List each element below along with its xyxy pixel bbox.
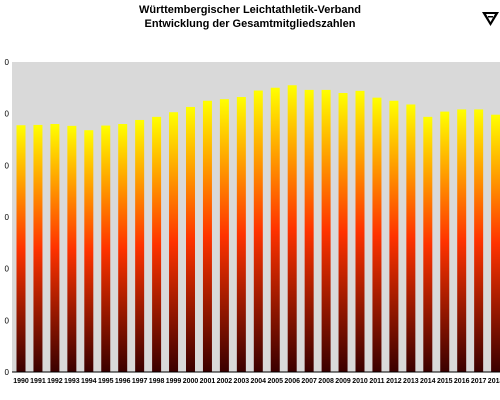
bar-2014	[423, 116, 433, 373]
bar-1994	[84, 130, 94, 372]
bar-1993	[67, 125, 77, 372]
chart-title: Württembergischer Leichtathletik-Verband	[139, 4, 361, 16]
x-tick-label-2015: 2015	[437, 378, 453, 385]
x-tick-label-2013: 2013	[403, 378, 419, 385]
x-tick-label-1990: 1990	[13, 378, 29, 385]
bar-2003	[236, 97, 246, 372]
bar-2010	[355, 90, 365, 372]
bar-2005	[270, 87, 280, 372]
bar-1997	[135, 119, 145, 372]
y-tick-label: 0	[5, 316, 10, 325]
bar-2017	[474, 109, 484, 373]
y-tick-label: 0	[5, 161, 10, 170]
x-tick-label-2012: 2012	[386, 378, 402, 385]
x-tick-label-1999: 1999	[166, 378, 182, 385]
x-tick-label-2004: 2004	[251, 378, 267, 385]
bar-1998	[152, 116, 162, 373]
x-tick-label-1997: 1997	[132, 378, 148, 385]
x-tick-label-2018: 2018	[488, 378, 500, 385]
x-tick-label-2016: 2016	[454, 378, 470, 385]
x-tick-label-2008: 2008	[318, 378, 334, 385]
y-tick-label: 0	[5, 368, 10, 377]
bar-2007	[304, 89, 314, 373]
x-tick-label-2010: 2010	[352, 378, 368, 385]
bar-2012	[389, 100, 399, 372]
x-tick-label-2009: 2009	[335, 378, 351, 385]
bar-2006	[287, 85, 297, 372]
x-tick-label-2007: 2007	[301, 378, 317, 385]
x-tick-label-1991: 1991	[30, 378, 46, 385]
x-tick-label-2001: 2001	[200, 378, 216, 385]
x-tick-label-2005: 2005	[267, 378, 283, 385]
bar-2018	[491, 114, 500, 372]
bar-2008	[321, 89, 331, 373]
x-tick-label-1994: 1994	[81, 378, 97, 385]
x-tick-label-1992: 1992	[47, 378, 63, 385]
x-tick-label-1996: 1996	[115, 378, 131, 385]
bar-2016	[457, 109, 467, 373]
bar-2013	[406, 104, 416, 372]
y-tick-label: 0	[5, 58, 10, 67]
x-tick-label-2002: 2002	[217, 378, 233, 385]
y-tick-label: 0	[5, 213, 10, 222]
x-tick-label-2003: 2003	[234, 378, 250, 385]
bar-1991	[33, 124, 43, 373]
wlv-logo-icon	[482, 12, 499, 26]
bar-2000	[186, 106, 195, 372]
bar-2002	[219, 99, 229, 372]
bar-2004	[253, 90, 263, 373]
bar-2009	[338, 93, 348, 372]
bar-1996	[118, 124, 128, 372]
bar-1992	[50, 124, 60, 372]
bar-1995	[101, 125, 111, 372]
x-tick-label-2014: 2014	[420, 378, 436, 385]
x-tick-label-1998: 1998	[149, 378, 165, 385]
bar-2011	[372, 97, 382, 373]
x-tick-label-1993: 1993	[64, 378, 80, 385]
y-tick-label: 0	[5, 265, 10, 274]
bar-2015	[440, 111, 450, 372]
bar-1999	[169, 112, 179, 372]
bar-2001	[202, 100, 212, 372]
bar-1990	[16, 125, 26, 373]
y-tick-label: 0	[5, 110, 10, 119]
chart-subtitle: Entwicklung der Gesamtmitgliedszahlen	[144, 18, 356, 30]
x-tick-label-2000: 2000	[183, 378, 199, 385]
x-tick-label-2011: 2011	[369, 378, 384, 385]
x-tick-label-2006: 2006	[284, 378, 300, 385]
x-tick-label-1995: 1995	[98, 378, 114, 385]
x-tick-label-2017: 2017	[471, 378, 487, 385]
